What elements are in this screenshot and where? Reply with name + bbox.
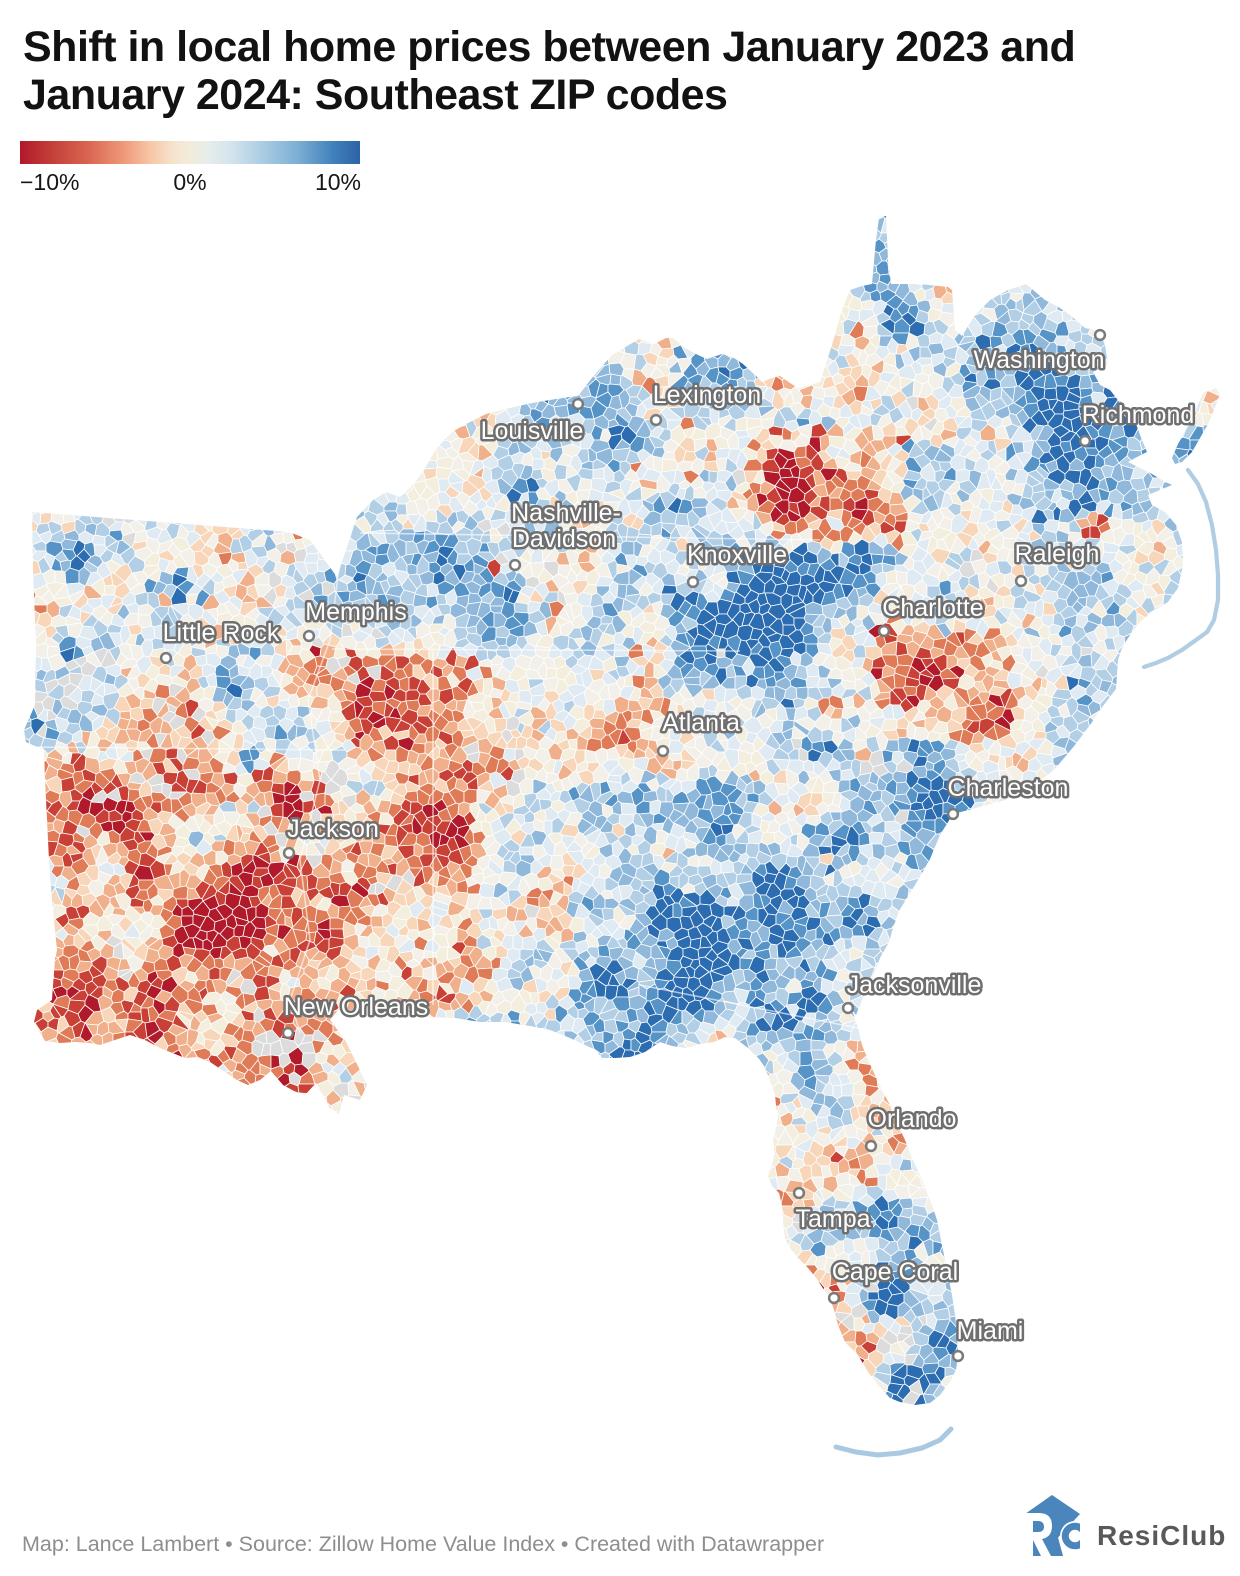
svg-text:Memphis: Memphis xyxy=(305,598,406,626)
svg-text:Davidson: Davidson xyxy=(512,525,616,553)
svg-text:January 2024: Southeast ZIP co: January 2024: Southeast ZIP codes xyxy=(23,71,727,119)
svg-text:Washington: Washington xyxy=(973,346,1104,374)
svg-text:Shift in local home prices bet: Shift in local home prices between Janua… xyxy=(23,23,1075,71)
svg-text:Orlando: Orlando xyxy=(868,1105,957,1133)
svg-text:0%: 0% xyxy=(173,169,206,195)
svg-text:Richmond: Richmond xyxy=(1082,401,1195,429)
svg-text:Little Rock: Little Rock xyxy=(163,619,280,647)
svg-text:Map: Lance Lambert • Source: Z: Map: Lance Lambert • Source: Zillow Home… xyxy=(22,1532,824,1556)
svg-text:10%: 10% xyxy=(315,169,361,195)
svg-text:Cape Coral: Cape Coral xyxy=(832,1258,958,1286)
svg-text:Louisville: Louisville xyxy=(481,417,584,445)
svg-text:Jackson: Jackson xyxy=(287,815,379,843)
svg-text:Charlotte: Charlotte xyxy=(882,594,983,622)
svg-text:Lexington: Lexington xyxy=(653,381,761,409)
svg-text:ResiClub: ResiClub xyxy=(1097,1520,1226,1551)
svg-text:Charleston: Charleston xyxy=(948,774,1069,802)
svg-text:Atlanta: Atlanta xyxy=(662,709,740,737)
svg-text:New Orleans: New Orleans xyxy=(284,993,429,1021)
svg-text:Jacksonville: Jacksonville xyxy=(847,971,982,999)
svg-text:Tampa: Tampa xyxy=(795,1205,870,1233)
svg-text:Nashville-: Nashville- xyxy=(511,499,621,527)
svg-text:Raleigh: Raleigh xyxy=(1015,540,1100,568)
svg-text:Knoxville: Knoxville xyxy=(687,541,787,569)
svg-text:−10%: −10% xyxy=(20,169,79,195)
svg-text:Miami: Miami xyxy=(957,1317,1024,1345)
